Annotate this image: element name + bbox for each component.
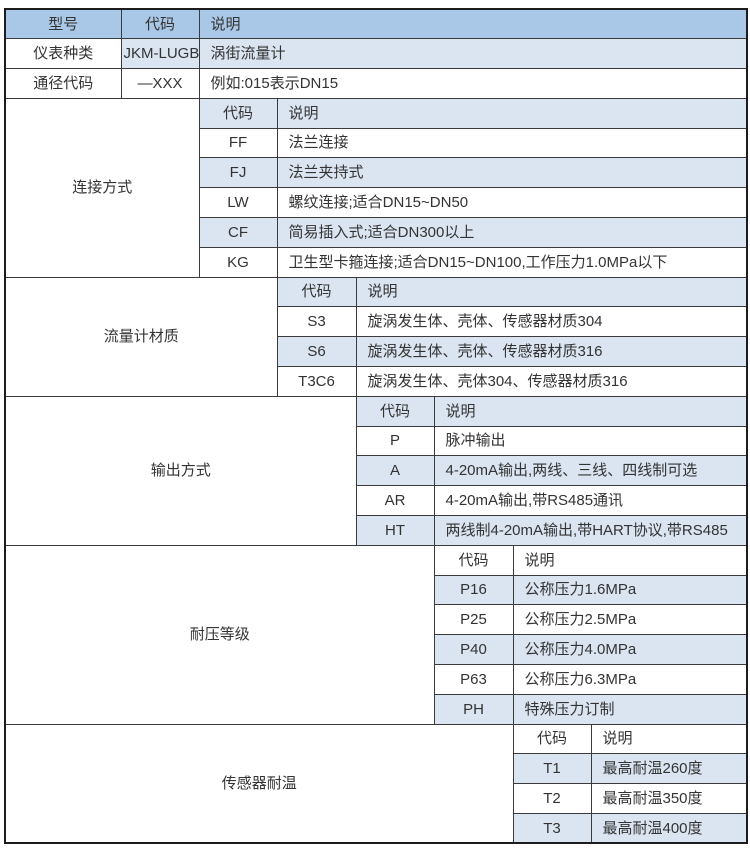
code-cell: KG bbox=[198, 246, 278, 278]
section-label-temperature: 传感器耐温 bbox=[4, 723, 514, 844]
instrument-type-desc: 涡街流量计 bbox=[198, 38, 748, 70]
table-row: FJ 法兰夹持式 bbox=[5, 157, 748, 189]
instrument-type-code: JKM-LUGB bbox=[120, 38, 200, 70]
desc-cell: 最高耐温260度 bbox=[590, 753, 748, 785]
diameter-code-code: —XXX bbox=[120, 68, 200, 99]
subheader-code: 代码 bbox=[355, 395, 435, 427]
subheader-code: 代码 bbox=[512, 723, 592, 755]
subheader-code: 代码 bbox=[198, 97, 278, 129]
table-row: P25 公称压力2.5MPa bbox=[5, 604, 748, 636]
col-header-code: 代码 bbox=[120, 8, 200, 40]
desc-cell: 简易插入式;适合DN300以上 bbox=[276, 217, 748, 248]
desc-cell: 法兰连接 bbox=[276, 127, 748, 159]
desc-cell: 公称压力6.3MPa bbox=[512, 664, 748, 695]
section-label-output: 输出方式 bbox=[4, 395, 357, 546]
table-row: CF 简易插入式;适合DN300以上 bbox=[5, 217, 748, 248]
code-cell: P63 bbox=[433, 664, 514, 695]
table-row: T3 最高耐温400度 bbox=[5, 813, 748, 844]
table-row: AR 4-20mA输出,带RS485通讯 bbox=[5, 485, 748, 517]
col-header-desc: 说明 bbox=[198, 8, 748, 40]
flowmeter-model-selection-table: 型号 代码 说明 仪表种类 JKM-LUGB 涡街流量计 通径代码 —XXX 例… bbox=[4, 8, 749, 845]
code-cell: CF bbox=[198, 217, 278, 248]
code-cell: T3C6 bbox=[276, 366, 357, 397]
subheader-code: 代码 bbox=[433, 544, 514, 576]
subheader-code: 代码 bbox=[276, 276, 357, 308]
code-cell: S3 bbox=[276, 306, 357, 338]
code-cell: HT bbox=[355, 515, 435, 546]
desc-cell: 旋涡发生体、壳体304、传感器材质316 bbox=[355, 366, 748, 397]
table-row: P 脉冲输出 bbox=[5, 425, 748, 457]
table-row: P63 公称压力6.3MPa bbox=[5, 664, 748, 695]
subheader-desc: 说明 bbox=[590, 723, 748, 755]
code-cell: P16 bbox=[433, 574, 514, 606]
code-cell: S6 bbox=[276, 336, 357, 368]
code-cell: LW bbox=[198, 187, 278, 219]
desc-cell: 公称压力1.6MPa bbox=[512, 574, 748, 606]
desc-cell: 公称压力4.0MPa bbox=[512, 634, 748, 666]
diameter-code-desc: 例如:015表示DN15 bbox=[198, 68, 748, 99]
section-label-connection: 连接方式 bbox=[4, 97, 200, 278]
code-cell: T2 bbox=[512, 783, 592, 815]
subheader-desc: 说明 bbox=[433, 395, 748, 427]
desc-cell: 4-20mA输出,带RS485通讯 bbox=[433, 485, 748, 517]
desc-cell: 旋涡发生体、壳体、传感器材质304 bbox=[355, 306, 748, 338]
section-pressure-header-row: 耐压等级 代码 说明 bbox=[4, 544, 748, 725]
section-label-material: 流量计材质 bbox=[4, 276, 278, 397]
section-label-pressure: 耐压等级 bbox=[4, 544, 435, 725]
code-cell: T1 bbox=[512, 753, 592, 785]
code-cell: FJ bbox=[198, 157, 278, 189]
desc-cell: 两线制4-20mA输出,带HART协议,带RS485 bbox=[433, 515, 748, 546]
code-cell: FF bbox=[198, 127, 278, 159]
table-row: P16 公称压力1.6MPa bbox=[5, 574, 748, 606]
instrument-type-label: 仪表种类 bbox=[4, 38, 122, 70]
table-row: T1 最高耐温260度 bbox=[5, 753, 748, 785]
code-cell: PH bbox=[433, 693, 514, 725]
section-temperature-header-row: 传感器耐温 代码 说明 bbox=[4, 723, 748, 844]
col-header-model: 型号 bbox=[4, 8, 122, 40]
section-connection-header-row: 连接方式 代码 说明 bbox=[4, 97, 748, 278]
table-row: LW 螺纹连接;适合DN15~DN50 bbox=[5, 187, 748, 219]
table-row: FF 法兰连接 bbox=[5, 127, 748, 159]
code-cell: P25 bbox=[433, 604, 514, 636]
table-row: S6 旋涡发生体、壳体、传感器材质316 bbox=[5, 336, 748, 368]
section-material-header-row: 流量计材质 代码 说明 bbox=[4, 276, 748, 397]
row-instrument-type: 仪表种类 JKM-LUGB 涡街流量计 bbox=[4, 38, 748, 70]
desc-cell: 最高耐温350度 bbox=[590, 783, 748, 815]
subheader-desc: 说明 bbox=[355, 276, 748, 308]
code-cell: P bbox=[355, 425, 435, 457]
table-row: HT 两线制4-20mA输出,带HART协议,带RS485 bbox=[5, 515, 748, 546]
table-row: A 4-20mA输出,两线、三线、四线制可选 bbox=[5, 455, 748, 487]
desc-cell: 脉冲输出 bbox=[433, 425, 748, 457]
table-row: KG 卫生型卡箍连接;适合DN15~DN100,工作压力1.0MPa以下 bbox=[5, 246, 748, 278]
desc-cell: 法兰夹持式 bbox=[276, 157, 748, 189]
desc-cell: 旋涡发生体、壳体、传感器材质316 bbox=[355, 336, 748, 368]
row-diameter-code: 通径代码 —XXX 例如:015表示DN15 bbox=[4, 68, 748, 99]
subheader-desc: 说明 bbox=[276, 97, 748, 129]
code-cell: T3 bbox=[512, 813, 592, 844]
table-row: PH 特殊压力订制 bbox=[5, 693, 748, 725]
code-cell: P40 bbox=[433, 634, 514, 666]
code-cell: A bbox=[355, 455, 435, 487]
desc-cell: 特殊压力订制 bbox=[512, 693, 748, 725]
diameter-code-label: 通径代码 bbox=[4, 68, 122, 99]
table-row: T2 最高耐温350度 bbox=[5, 783, 748, 815]
desc-cell: 最高耐温400度 bbox=[590, 813, 748, 844]
desc-cell: 4-20mA输出,两线、三线、四线制可选 bbox=[433, 455, 748, 487]
desc-cell: 卫生型卡箍连接;适合DN15~DN100,工作压力1.0MPa以下 bbox=[276, 246, 748, 278]
subheader-desc: 说明 bbox=[512, 544, 748, 576]
code-cell: AR bbox=[355, 485, 435, 517]
section-output-header-row: 输出方式 代码 说明 bbox=[4, 395, 748, 546]
desc-cell: 公称压力2.5MPa bbox=[512, 604, 748, 636]
table-row: T3C6 旋涡发生体、壳体304、传感器材质316 bbox=[5, 366, 748, 397]
desc-cell: 螺纹连接;适合DN15~DN50 bbox=[276, 187, 748, 219]
table-header-row: 型号 代码 说明 bbox=[4, 8, 748, 40]
